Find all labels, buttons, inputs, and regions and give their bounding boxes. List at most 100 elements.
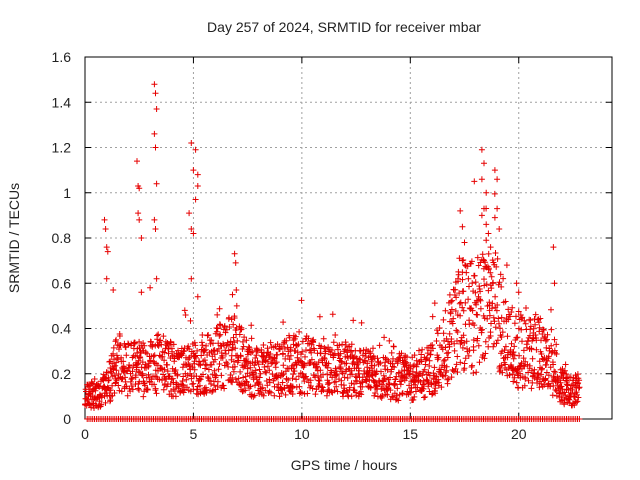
data-point: [95, 383, 102, 389]
data-point: [484, 315, 491, 322]
data-point: [138, 235, 145, 241]
data-point: [387, 374, 393, 381]
data-point: [372, 390, 379, 396]
data-point: [152, 385, 159, 392]
data-point: [110, 366, 117, 373]
data-point: [502, 298, 509, 305]
data-point: [454, 329, 461, 335]
data-point: [263, 369, 270, 376]
data-point: [129, 386, 136, 393]
data-point: [505, 306, 512, 313]
data-point: [435, 354, 442, 361]
data-point: [399, 390, 406, 397]
data-point: [145, 371, 152, 378]
data-point: [212, 386, 219, 393]
data-point: [231, 358, 237, 365]
data-point: [501, 347, 508, 354]
data-point: [351, 381, 358, 387]
data-point: [225, 347, 232, 354]
data-point: [124, 368, 131, 375]
data-point: [542, 337, 549, 344]
data-point: [151, 381, 158, 388]
data-point: [321, 344, 328, 351]
data-point: [182, 312, 189, 318]
data-point: [355, 370, 362, 377]
data-point: [448, 306, 455, 313]
data-point: [168, 376, 175, 383]
data-point: [200, 371, 206, 378]
data-point: [267, 351, 274, 357]
data-point: [470, 347, 477, 354]
data-point: [237, 368, 244, 375]
data-point: [234, 337, 241, 344]
data-point: [190, 380, 197, 387]
data-point: [105, 377, 112, 383]
data-point: [485, 265, 492, 272]
data-point: [226, 324, 233, 330]
data-point: [515, 289, 522, 296]
data-point: [539, 365, 545, 372]
data-point: [395, 369, 402, 376]
data-point: [329, 311, 336, 318]
data-point: [110, 350, 117, 357]
data-point: [341, 374, 348, 381]
data-point: [152, 144, 159, 151]
data-point: [349, 371, 355, 378]
data-point: [442, 344, 449, 351]
data-point: [372, 371, 379, 378]
data-point: [231, 363, 238, 370]
data-point: [459, 344, 466, 351]
data-point: [457, 312, 464, 319]
data-point: [266, 379, 273, 386]
data-point: [436, 325, 443, 331]
data-point: [186, 210, 193, 217]
data-point: [533, 346, 540, 353]
data-point: [395, 358, 401, 365]
data-point: [213, 372, 220, 379]
data-point: [299, 348, 306, 355]
data-point: [509, 371, 516, 378]
data-point: [116, 333, 123, 339]
data-point: [519, 338, 525, 345]
data-point: [442, 307, 449, 314]
data-point: [132, 372, 139, 379]
data-point: [552, 386, 559, 393]
data-point: [483, 189, 490, 196]
chart-title: Day 257 of 2024, SRMTID for receiver mba…: [207, 19, 481, 35]
data-point: [461, 239, 468, 246]
data-point: [498, 362, 505, 369]
data-point: [440, 358, 447, 364]
data-point: [346, 384, 353, 391]
data-point: [498, 334, 505, 340]
data-point: [440, 316, 447, 323]
data-point: [112, 338, 119, 345]
data-point: [232, 259, 239, 266]
data-point: [486, 312, 493, 319]
data-point: [197, 362, 204, 369]
data-point: [136, 386, 142, 393]
data-point: [194, 183, 201, 189]
data-point: [295, 341, 302, 348]
data-point: [418, 351, 425, 358]
data-point: [481, 282, 488, 289]
data-point: [350, 317, 357, 324]
data-point: [111, 390, 118, 396]
data-point: [456, 290, 463, 297]
data-point: [230, 368, 237, 375]
data-point: [126, 362, 133, 368]
data-point: [136, 216, 143, 223]
data-point: [364, 360, 371, 367]
data-point: [301, 362, 308, 369]
data-point: [188, 140, 195, 146]
data-point: [147, 284, 154, 291]
data-point: [147, 357, 154, 364]
data-point: [545, 353, 552, 360]
data-point: [497, 271, 504, 278]
data-point: [213, 328, 220, 335]
data-point: [161, 357, 168, 364]
data-point: [356, 355, 363, 362]
data-point: [408, 385, 415, 392]
data-point: [460, 288, 467, 295]
data-point: [142, 382, 148, 389]
data-point: [470, 370, 477, 376]
